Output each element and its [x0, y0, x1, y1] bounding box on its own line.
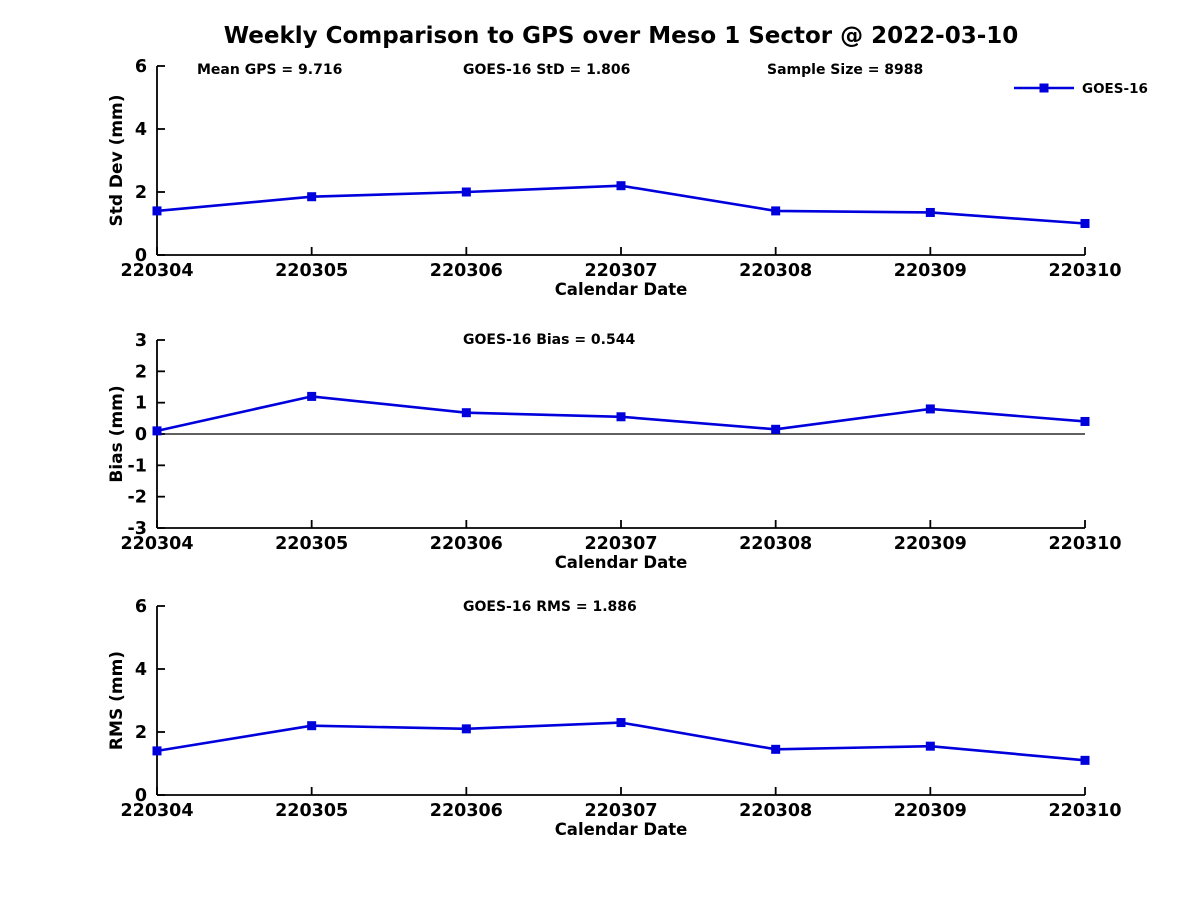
data-point-marker [1080, 219, 1090, 228]
annotation-mean-gps: Mean GPS = 9.716 [197, 62, 342, 78]
x-tick-label: 220304 [120, 534, 193, 554]
panel-rms: 0 2 4 6 220304 220305 220306 220307 220308 220309… [120, 597, 1121, 821]
x-tick-label: 220307 [584, 801, 657, 821]
data-point-marker [461, 724, 471, 734]
annotation-sample-size: Sample Size = 8988 [767, 62, 923, 78]
figure-title: Weekly Comparison to GPS over Meso 1 Sec… [224, 23, 1019, 49]
data-point-marker [616, 412, 626, 422]
series-line [156, 721, 1086, 762]
y-tick-label: 0 [135, 786, 147, 806]
data-point-marker [616, 181, 626, 191]
x-tick-label: 220308 [739, 534, 812, 554]
x-axis-label-top: Calendar Date [555, 280, 688, 299]
data-point-marker [925, 207, 935, 217]
y-tick-label: 4 [135, 120, 147, 140]
x-axis-label-bottom: Calendar Date [555, 820, 688, 839]
data-point-marker [1080, 755, 1090, 765]
x-tick-label: 220307 [584, 534, 657, 554]
x-tick-label: 220306 [430, 261, 503, 281]
y-tick-label: 0 [135, 246, 147, 266]
y-tick-label: -1 [128, 456, 147, 476]
x-tick-label: 220310 [1048, 534, 1121, 554]
x-tick-label: 220309 [894, 801, 967, 821]
data-point-marker [1080, 416, 1090, 426]
x-tick-label: 220305 [275, 801, 348, 821]
x-tick-label: 220309 [894, 261, 967, 281]
data-point-marker [461, 408, 471, 418]
x-tick-label: 220308 [739, 801, 812, 821]
x-tick-label: 220310 [1048, 261, 1121, 281]
y-tick-label: 2 [135, 723, 147, 743]
legend-label: GOES-16 [1082, 81, 1148, 97]
x-tick-label: 220305 [275, 261, 348, 281]
x-tick-label: 220309 [894, 534, 967, 554]
x-tick-label: 220304 [120, 801, 193, 821]
panel-std-dev: 0 2 4 6 220304 220305 220306 220307 220308 220309… [120, 57, 1121, 281]
y-tick-label: 0 [135, 425, 147, 445]
y-tick-label: -3 [128, 519, 147, 539]
panel-bias-title: GOES-16 Bias = 0.544 [463, 332, 635, 348]
x-tick-label: 220306 [430, 801, 503, 821]
y-tick-label: 1 [135, 394, 147, 414]
x-tick-label: 220308 [739, 261, 812, 281]
x-tick-label: 220305 [275, 534, 348, 554]
x-tick-label: 220307 [584, 261, 657, 281]
y-axis-label-rms: RMS (mm) [107, 651, 127, 750]
panel-rms-title: GOES-16 RMS = 1.886 [463, 599, 637, 615]
y-tick-label: -2 [128, 488, 147, 508]
x-axis-label-middle: Calendar Date [555, 553, 688, 572]
y-tick-label: 3 [135, 331, 147, 351]
x-tick-label: 220304 [120, 261, 193, 281]
annotation-goes-std: GOES-16 StD = 1.806 [463, 62, 630, 78]
y-tick-label: 2 [135, 362, 147, 382]
y-tick-label: 6 [135, 57, 147, 77]
y-tick-label: 4 [135, 660, 147, 680]
data-point-marker [616, 718, 626, 728]
data-point-marker [152, 426, 162, 436]
data-point-marker [461, 187, 471, 197]
data-point-marker [925, 404, 935, 414]
y-tick-label: 6 [135, 597, 147, 617]
data-point-marker [771, 424, 781, 434]
data-point-marker [307, 721, 317, 731]
y-axis-label-bias: Bias (mm) [107, 385, 127, 482]
data-point-marker [307, 192, 317, 202]
data-point-marker [152, 206, 162, 216]
series-line [156, 184, 1086, 225]
y-axis-label-std-dev: Std Dev (mm) [107, 94, 127, 226]
data-point-marker [771, 206, 781, 216]
x-tick-label: 220306 [430, 534, 503, 554]
legend-marker-icon [1039, 83, 1049, 93]
x-tick-label: 220310 [1048, 801, 1121, 821]
data-point-marker [152, 746, 162, 756]
data-point-marker [307, 391, 317, 401]
data-point-marker [925, 741, 935, 751]
data-point-marker [771, 744, 781, 754]
y-tick-label: 2 [135, 183, 147, 203]
